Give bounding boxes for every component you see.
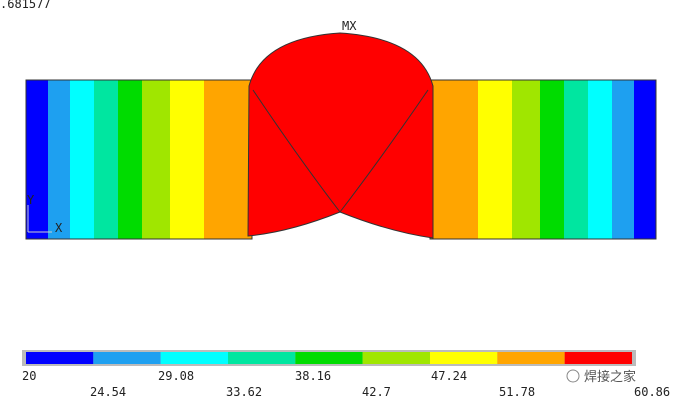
contour-band bbox=[588, 80, 612, 239]
legend-label: 60.86 bbox=[634, 385, 670, 399]
contour-band bbox=[48, 80, 70, 239]
contour-band bbox=[430, 80, 478, 239]
watermark: 焊接之家 bbox=[584, 369, 636, 385]
contour-band bbox=[70, 80, 94, 239]
axis-y-label: Y bbox=[27, 193, 35, 207]
legend-label: 20 bbox=[22, 369, 36, 383]
contour-band bbox=[540, 80, 564, 239]
contour-band bbox=[512, 80, 540, 239]
fusion-line bbox=[252, 89, 429, 213]
right-plate bbox=[429, 79, 657, 240]
legend-swatch bbox=[497, 352, 565, 364]
contour-band bbox=[612, 80, 634, 239]
legend-labels: 20 29.08 38.16 47.24 24.54 33.62 42.7 51… bbox=[22, 369, 670, 399]
contour-band bbox=[94, 80, 118, 239]
legend-label: 47.24 bbox=[431, 369, 467, 383]
legend-label: 38.16 bbox=[295, 369, 331, 383]
legend-label: 29.08 bbox=[158, 369, 194, 383]
contour-band bbox=[564, 80, 588, 239]
legend-swatch bbox=[430, 352, 498, 364]
left-plate bbox=[25, 79, 253, 240]
header-value: .681577 bbox=[0, 0, 51, 11]
contour-band bbox=[142, 80, 170, 239]
legend-swatch bbox=[93, 352, 161, 364]
contour-band bbox=[478, 80, 512, 239]
legend-label: 33.62 bbox=[226, 385, 262, 399]
contour-band bbox=[204, 80, 252, 239]
legend-label: 51.78 bbox=[499, 385, 535, 399]
color-legend bbox=[26, 352, 632, 364]
legend-swatch bbox=[228, 352, 296, 364]
contour-band bbox=[170, 80, 204, 239]
legend-label: 24.54 bbox=[90, 385, 126, 399]
legend-swatch bbox=[295, 352, 363, 364]
axis-x-label: X bbox=[55, 221, 63, 235]
legend-label: 42.7 bbox=[362, 385, 391, 399]
contour-band bbox=[26, 80, 48, 239]
contour-band bbox=[634, 80, 656, 239]
max-label: MX bbox=[342, 19, 357, 33]
legend-swatch bbox=[26, 352, 94, 364]
axis-triad: Y X bbox=[27, 193, 63, 235]
contour-band bbox=[118, 80, 142, 239]
weld-zone bbox=[247, 32, 434, 239]
legend-swatch bbox=[362, 352, 430, 364]
watermark-logo-icon bbox=[566, 369, 580, 383]
legend-swatch bbox=[564, 352, 632, 364]
legend-swatch bbox=[160, 352, 228, 364]
